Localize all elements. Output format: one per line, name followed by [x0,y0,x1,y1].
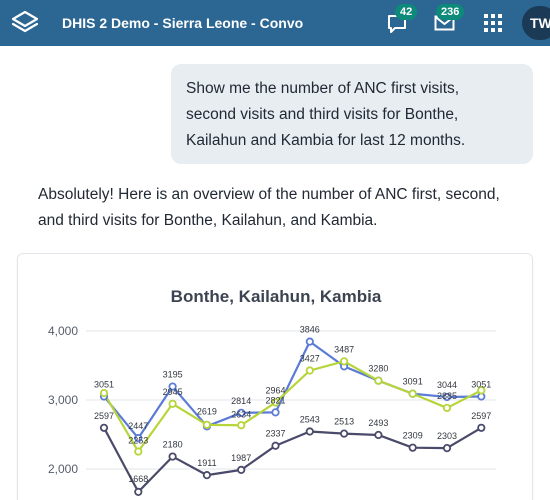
data-point [477,386,486,395]
data-point [202,420,211,429]
data-point [134,434,143,443]
user-message-line: second visits and third visits for Bonth… [186,106,459,123]
data-label: 1668 [128,474,148,484]
data-point [271,398,280,407]
data-label: 3280 [368,364,388,374]
data-point [374,376,383,385]
data-point [339,357,349,366]
data-point [442,403,452,413]
inbox-count-badge: 236 [436,4,465,20]
y-tick-label: 2,000 [48,462,78,476]
data-label: 2945 [163,387,183,397]
apps-grid-icon [484,14,502,32]
data-label: 2303 [437,431,457,441]
chart-title: Bonthe, Kailahun, Kambia [171,287,382,306]
data-point [408,389,417,398]
y-tick-label: 3,000 [48,393,78,407]
data-point [442,392,452,402]
data-label: 2253 [128,436,148,446]
assistant-message-line: Absolutely! Here is an overview of the n… [38,186,500,203]
data-point [271,408,280,417]
data-point [237,408,246,417]
data-label: 3846 [300,325,320,335]
data-label: 2493 [368,418,388,428]
line-chart: Bonthe, Kailahun, Kambia 4,000 3,000 2,000 3… [48,287,496,497]
data-label: 2964 [265,385,285,395]
user-avatar[interactable]: TW [522,6,550,40]
data-label: 2180 [163,440,183,450]
data-label: 2597 [471,411,491,421]
data-label: 3195 [163,370,183,380]
data-point [134,487,143,497]
data-point [305,337,314,346]
series-line [103,360,482,453]
chart-card: Bonthe, Kailahun, Kambia 4,000 3,000 2,000 3… [17,253,533,500]
series-line [103,340,482,440]
y-tick-label: 4,000 [48,324,78,338]
data-label: 1987 [231,453,251,463]
data-label: 2543 [300,415,320,425]
apps-menu-button[interactable] [480,0,520,46]
data-label: 2309 [403,431,423,441]
data-point [168,452,177,461]
data-label: 3427 [300,354,320,364]
data-label: 3091 [403,377,423,387]
data-point [134,447,143,456]
inbox-button[interactable]: 236 [430,0,470,46]
assistant-message-line: and third visits for Bonthe, Kailahun, a… [38,212,378,229]
data-label: 2619 [197,406,217,416]
data-label: 3051 [471,379,491,389]
data-point [374,430,383,440]
messages-count-badge: 42 [395,4,418,20]
data-point [305,427,314,436]
data-label: 2447 [128,421,148,431]
data-point [99,423,109,432]
data-point [168,382,177,391]
data-label: 2597 [94,411,114,421]
data-point [477,423,486,432]
data-point [202,471,211,480]
data-point [237,421,246,430]
data-label: 2634 [231,409,251,419]
series-line [103,426,482,494]
data-label: 1911 [197,458,216,468]
data-label: 2337 [265,429,285,439]
top-header-bar: DHIS 2 Demo - Sierra Leone - Convo 42 23… [0,0,550,46]
assistant-message: Absolutely! Here is an overview of the n… [38,182,533,234]
data-point [339,429,349,438]
data-label: 2885 [437,391,457,401]
data-point [305,366,314,375]
data-point [271,441,280,450]
data-label: 3044 [437,380,457,390]
data-point [99,389,109,398]
data-point [237,465,246,474]
user-message-line: Kailahun and Kambia for last 12 months. [186,132,466,149]
data-label: 3487 [334,344,354,354]
data-point [408,443,417,452]
data-point [168,399,177,408]
user-message-bubble: Show me the number of ANC first visits, … [171,64,533,164]
data-label: 3051 [94,379,114,389]
dhis2-logo-icon[interactable] [10,9,40,37]
data-point [442,443,452,453]
data-label: 2821 [265,395,285,405]
data-label: 2513 [334,417,354,427]
messages-button[interactable]: 42 [382,0,422,46]
user-message-line: Show me the number of ANC first visits, [186,80,460,97]
data-label: 2814 [231,396,251,406]
app-title: DHIS 2 Demo - Sierra Leone - Convo [62,15,304,31]
